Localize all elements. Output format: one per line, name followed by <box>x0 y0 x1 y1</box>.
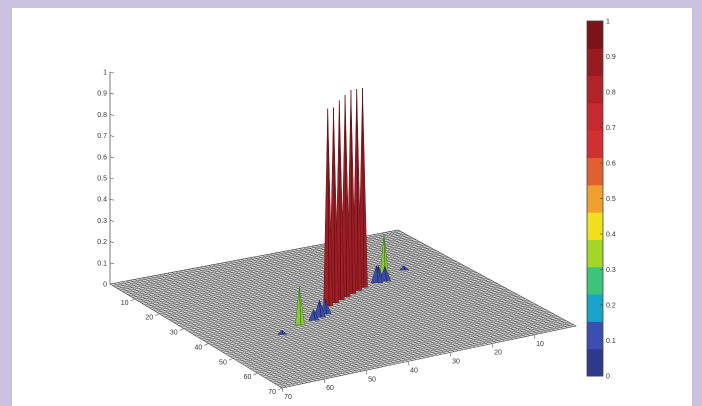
colorbar-segment <box>587 184 603 213</box>
colorbar-segment <box>587 348 603 377</box>
left-axis-tick-mark <box>204 343 209 346</box>
colorbar-tick-label: 0.3 <box>606 267 616 274</box>
front-axis-tick-mark <box>323 379 326 384</box>
z-tick-mark <box>109 220 115 222</box>
z-tick-label: 0 <box>103 282 107 289</box>
colorbar-segment <box>587 130 603 159</box>
left-axis-tick-mark <box>228 358 233 361</box>
z-tick-mark <box>109 241 115 243</box>
front-axis-tick-label: 50 <box>368 376 376 383</box>
z-tick-mark <box>109 92 115 95</box>
front-axis-tick-mark <box>365 370 368 375</box>
peak-ridge <box>318 300 322 318</box>
z-tick-label: 0.8 <box>97 112 107 119</box>
z-tick-label: 0.9 <box>97 91 107 98</box>
colorbar-segment <box>587 321 603 350</box>
z-tick-label: 0.7 <box>97 133 107 140</box>
colorbar-segment <box>587 294 603 322</box>
left-axis-tick-label: 30 <box>170 330 178 337</box>
front-axis-tick-mark <box>491 343 494 348</box>
colorbar-tick-label: 0 <box>606 374 610 381</box>
left-axis-tick-label: 20 <box>145 315 153 322</box>
front-axis-tick-mark <box>533 334 536 339</box>
peak-ridge <box>356 89 359 291</box>
colorbar-segment <box>587 266 603 295</box>
peak-ridge <box>313 309 316 321</box>
left-axis-tick-mark <box>253 372 258 376</box>
peak-ridge <box>376 265 379 283</box>
colorbar-tick-label: 0.2 <box>606 303 616 310</box>
peak-ridge <box>403 265 406 270</box>
z-tick-mark <box>109 177 115 180</box>
peak-ridge <box>338 100 342 300</box>
colorbar-tick-label: 0.7 <box>606 125 616 132</box>
colorbar-segment <box>587 75 603 104</box>
left-axis-tick-mark <box>179 328 184 331</box>
front-axis-tick-label: 30 <box>452 359 460 366</box>
colorbar-tick-label: 0.4 <box>606 232 616 239</box>
z-tick-mark <box>109 135 115 137</box>
z-tick-mark <box>109 71 115 74</box>
colorbar-segment <box>587 157 603 186</box>
left-axis-tick-label: 40 <box>194 344 202 351</box>
z-tick-label: 1 <box>103 70 107 77</box>
colorbar-segment <box>587 239 603 268</box>
z-tick-mark <box>109 262 115 265</box>
front-axis-tick-label: 20 <box>494 350 502 357</box>
front-axis-tick-label: 10 <box>536 341 544 348</box>
z-tick-label: 0.4 <box>97 197 107 204</box>
peak-ridge <box>384 266 387 282</box>
left-axis-tick-label: 50 <box>219 359 227 366</box>
z-tick-mark <box>109 114 115 116</box>
colorbar-tick-label: 0.8 <box>606 90 616 97</box>
front-axis-tick-mark <box>449 352 452 357</box>
left-axis-tick-mark <box>130 298 135 302</box>
left-axis-tick-mark <box>155 313 160 316</box>
peak-ridge <box>327 108 330 306</box>
peak-ridge <box>344 95 347 297</box>
front-axis-tick-mark <box>407 361 410 366</box>
z-tick-label: 0.3 <box>97 218 107 225</box>
z-tick-label: 0.2 <box>97 239 107 246</box>
z-tick-mark <box>109 156 115 159</box>
peak-ridge <box>281 330 284 335</box>
peak-ridge <box>298 286 302 326</box>
left-axis-tick-label: 10 <box>121 300 129 307</box>
front-axis-tick-label: 40 <box>410 367 418 374</box>
colorbar-tick-label: 1 <box>606 19 610 26</box>
left-axis-tick-mark <box>277 387 283 391</box>
colorbar-segment <box>587 21 603 49</box>
left-axis-tick-label: 70 <box>268 389 276 396</box>
peak-ridge <box>333 107 336 303</box>
colorbar-segment <box>587 102 603 131</box>
peak-ridge <box>362 88 365 288</box>
colorbar-tick-label: 0.6 <box>606 161 616 168</box>
z-tick-mark <box>109 198 115 201</box>
colorbar-segment <box>587 48 603 77</box>
colorbar-tick-label: 0.9 <box>606 54 616 61</box>
z-tick-label: 0.1 <box>97 260 107 267</box>
plot-frame: 0 0.1 0.2 0.3 0.4 0.5 0.6 0.7 0.8 0.9 1 10 20 30 40 50 6… <box>12 8 692 406</box>
colorbar-tick-label: 0.1 <box>606 338 616 345</box>
front-axis-tick-label: 70 <box>284 394 292 401</box>
front-axis-tick-label: 60 <box>326 385 334 392</box>
front-axis-tick-mark <box>281 387 284 393</box>
peak-ridge <box>350 89 353 294</box>
z-tick-label: 0.5 <box>97 176 107 183</box>
surface-plot: 00.10.20.30.40.50.60.70.80.9110203040506… <box>97 19 616 402</box>
left-axis-tick-label: 60 <box>244 374 252 381</box>
peak-ridge <box>324 299 328 315</box>
colorbar-segment <box>587 212 603 240</box>
z-tick-label: 0.6 <box>97 154 107 161</box>
colorbar-tick-label: 0.5 <box>606 196 616 203</box>
